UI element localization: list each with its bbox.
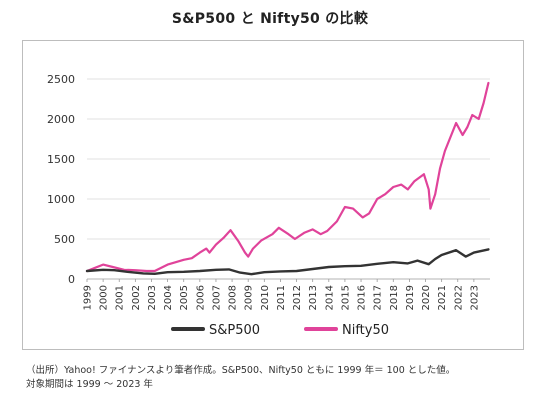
x-tick-label: 2005	[179, 285, 190, 310]
axes: 0 500 1000 1500 2000 2500 1999 2000 2001 2002 2003…	[47, 73, 480, 310]
source-note-line: （出所）Yahoo! ファイナンスより筆者作成。S&P500、Nifty50 と…	[26, 365, 456, 376]
x-tick-label: 2023	[469, 285, 480, 310]
series-group	[85, 81, 490, 276]
gridlines	[87, 78, 490, 280]
x-tick-label: 2008	[228, 285, 239, 310]
x-tick-label: 2010	[260, 285, 271, 310]
x-tick-label: 2022	[453, 285, 464, 310]
x-tick-label: 2012	[292, 285, 303, 310]
y-tick-label: 2500	[47, 73, 75, 86]
x-tick-label: 2004	[163, 285, 174, 310]
source-note: （出所）Yahoo! ファイナンスより筆者作成。S&P500、Nifty50 と…	[26, 364, 536, 392]
x-tick-label: 2006	[195, 285, 206, 310]
y-tick-label: 2000	[47, 113, 75, 126]
legend-label-nifty50: Nifty50	[342, 323, 389, 338]
x-tick-label: 2021	[437, 285, 448, 310]
x-tick-label: 2016	[357, 285, 368, 310]
legend-label-sp500: S&P500	[209, 323, 260, 338]
x-tick-label: 2015	[340, 285, 351, 310]
y-tick-label: 500	[54, 233, 75, 246]
x-tick-label: 2019	[405, 285, 416, 310]
x-tick-label: 2003	[147, 285, 158, 310]
chart: 0 500 1000 1500 2000 2500 1999 2000 2001 2002 2003…	[47, 73, 490, 338]
x-tick-label: 2002	[131, 285, 142, 310]
x-tick-label: 2018	[389, 285, 400, 310]
legend: S&P500 Nifty50	[171, 323, 389, 338]
x-tick-label: 2013	[308, 285, 319, 310]
x-tick-label: 2020	[421, 285, 432, 310]
x-tick-label: 2017	[373, 285, 384, 310]
source-note-line: 対象期間は 1999 ～ 2023 年	[26, 379, 153, 390]
x-tick-label: 2009	[244, 285, 255, 310]
x-tick-label: 2014	[324, 285, 335, 310]
x-tick-label: 1999	[83, 285, 94, 310]
x-tick-label: 2001	[115, 285, 126, 310]
y-tick-label: 1500	[47, 153, 75, 166]
series-line-sp500	[85, 248, 490, 276]
chart-frame: 0 500 1000 1500 2000 2500 1999 2000 2001 2002 2003…	[22, 40, 524, 350]
chart-title: S&P500 と Nifty50 の比較	[171, 11, 369, 27]
y-tick-label: 0	[68, 273, 75, 286]
series-line-nifty50	[85, 81, 490, 273]
x-tick-label: 2000	[99, 285, 110, 310]
x-tick-label: 2007	[211, 285, 222, 310]
x-tick-label: 2011	[276, 285, 287, 310]
y-tick-label: 1000	[47, 193, 75, 206]
